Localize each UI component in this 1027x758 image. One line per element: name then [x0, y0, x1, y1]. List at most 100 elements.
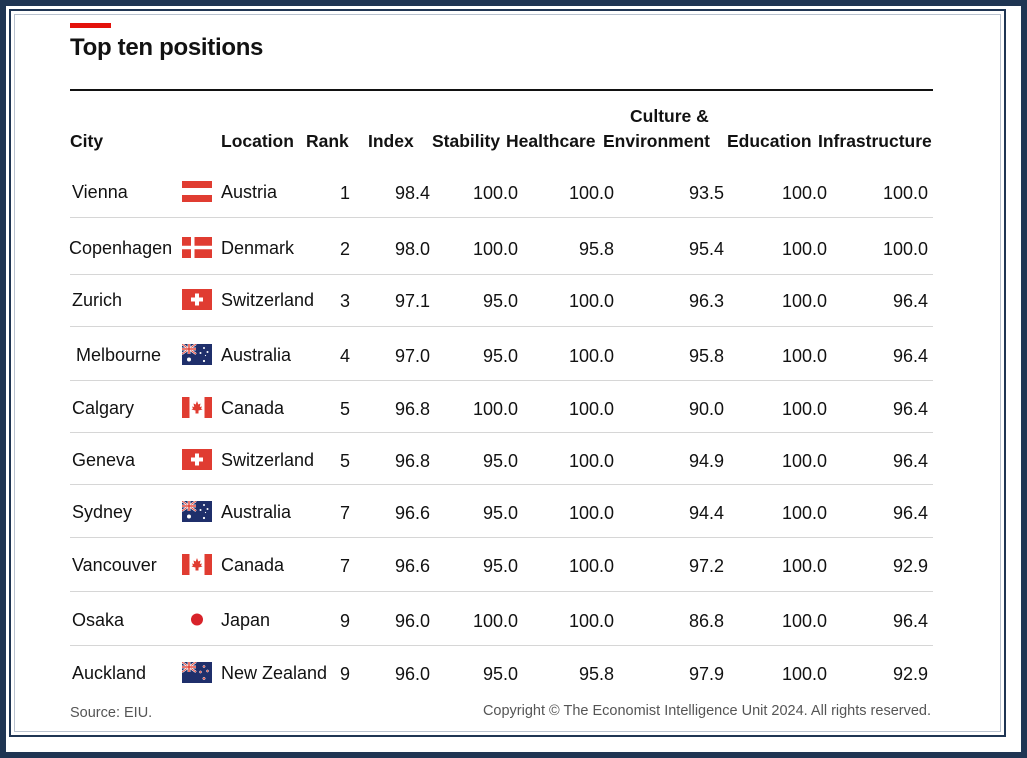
city-cell: Auckland: [72, 663, 147, 683]
city-cell: Geneva: [72, 450, 136, 470]
city-cell: Vancouver: [72, 555, 157, 575]
healthcare-cell: 100.0: [568, 451, 614, 471]
city-cell: Melbourne: [76, 345, 162, 365]
switzerland-flag-icon: [182, 449, 212, 470]
location-cell: Japan: [221, 610, 271, 630]
education-cell: 100.0: [781, 451, 827, 471]
row-divider: [70, 645, 933, 646]
location-cell: Denmark: [221, 238, 295, 258]
index-cell: 96.6: [394, 503, 430, 523]
index-cell: 96.8: [394, 451, 430, 471]
index-cell: 96.0: [394, 611, 430, 631]
index-cell: 96.6: [394, 556, 430, 576]
header-location: Location: [221, 131, 294, 151]
rank-cell: 2: [339, 239, 350, 259]
city-cell: Copenhagen: [69, 238, 173, 258]
education-cell: 100.0: [781, 291, 827, 311]
infrastructure-cell: 96.4: [892, 291, 928, 311]
healthcare-cell: 95.8: [578, 664, 614, 684]
healthcare-cell: 100.0: [568, 399, 614, 419]
title-accent-bar: [70, 23, 111, 28]
index-cell: 98.0: [394, 239, 430, 259]
japan-flag-icon: [182, 609, 212, 630]
rank-cell: 5: [339, 399, 350, 419]
stability-cell: 95.0: [482, 503, 518, 523]
location-cell: Canada: [221, 398, 285, 418]
source-note: Source: EIU.: [70, 705, 153, 721]
culture-cell: 94.9: [688, 451, 724, 471]
stability-cell: 100.0: [472, 399, 518, 419]
healthcare-cell: 100.0: [568, 611, 614, 631]
header-infrastructure: Infrastructure: [818, 131, 932, 151]
new-zealand-flag-icon: [182, 662, 212, 683]
education-cell: 100.0: [781, 346, 827, 366]
row-divider: [70, 274, 933, 275]
header-healthcare: Healthcare: [506, 131, 596, 151]
header-index: Index: [368, 131, 414, 151]
row-divider: [70, 537, 933, 538]
switzerland-flag-icon: [182, 289, 212, 310]
stability-cell: 100.0: [472, 611, 518, 631]
frame-shadow: [14, 14, 1001, 732]
healthcare-cell: 100.0: [568, 346, 614, 366]
row-divider: [70, 432, 933, 433]
rank-cell: 1: [339, 183, 350, 203]
index-cell: 98.4: [394, 183, 430, 203]
index-cell: 96.8: [394, 399, 430, 419]
stability-cell: 95.0: [482, 556, 518, 576]
infrastructure-cell: 96.4: [892, 611, 928, 631]
inner-frame: [9, 9, 1006, 737]
canada-flag-icon: [182, 554, 212, 575]
education-cell: 100.0: [781, 399, 827, 419]
rank-cell: 3: [339, 291, 350, 311]
culture-cell: 95.8: [688, 346, 724, 366]
header-education: Education: [727, 131, 812, 151]
stability-cell: 100.0: [472, 239, 518, 259]
index-cell: 96.0: [394, 664, 430, 684]
row-divider: [70, 326, 933, 327]
location-cell: Austria: [221, 182, 278, 202]
education-cell: 100.0: [781, 183, 827, 203]
infrastructure-cell: 100.0: [882, 183, 928, 203]
header-rank: Rank: [306, 131, 349, 151]
infrastructure-cell: 92.9: [892, 664, 928, 684]
culture-cell: 94.4: [688, 503, 724, 523]
canada-flag-icon: [182, 397, 212, 418]
rank-cell: 5: [339, 451, 350, 471]
culture-cell: 93.5: [688, 183, 724, 203]
stability-cell: 95.0: [482, 664, 518, 684]
healthcare-cell: 100.0: [568, 183, 614, 203]
location-cell: Australia: [221, 502, 292, 522]
education-cell: 100.0: [781, 664, 827, 684]
chart-title: Top ten positions: [70, 34, 264, 61]
stability-cell: 100.0: [472, 183, 518, 203]
stability-cell: 95.0: [482, 346, 518, 366]
header-culture-line2: Environment: [603, 131, 710, 151]
education-cell: 100.0: [781, 503, 827, 523]
infrastructure-cell: 96.4: [892, 346, 928, 366]
rank-cell: 7: [339, 556, 350, 576]
location-cell: Australia: [221, 345, 292, 365]
infrastructure-cell: 96.4: [892, 503, 928, 523]
rank-cell: 4: [339, 346, 350, 366]
city-cell: Vienna: [72, 182, 128, 202]
location-cell: New Zealand: [221, 663, 328, 683]
culture-cell: 96.3: [688, 291, 724, 311]
healthcare-cell: 95.8: [578, 239, 614, 259]
rank-cell: 9: [339, 611, 350, 631]
culture-cell: 97.9: [688, 664, 724, 684]
row-divider: [70, 380, 933, 381]
culture-cell: 95.4: [688, 239, 724, 259]
healthcare-cell: 100.0: [568, 291, 614, 311]
culture-cell: 97.2: [688, 556, 724, 576]
city-cell: Osaka: [72, 610, 125, 630]
header-stability: Stability: [432, 131, 501, 151]
healthcare-cell: 100.0: [568, 503, 614, 523]
infrastructure-cell: 96.4: [892, 451, 928, 471]
row-divider: [70, 217, 933, 218]
education-cell: 100.0: [781, 239, 827, 259]
australia-flag-icon: [182, 344, 212, 365]
infrastructure-cell: 100.0: [882, 239, 928, 259]
rank-cell: 7: [339, 503, 350, 523]
